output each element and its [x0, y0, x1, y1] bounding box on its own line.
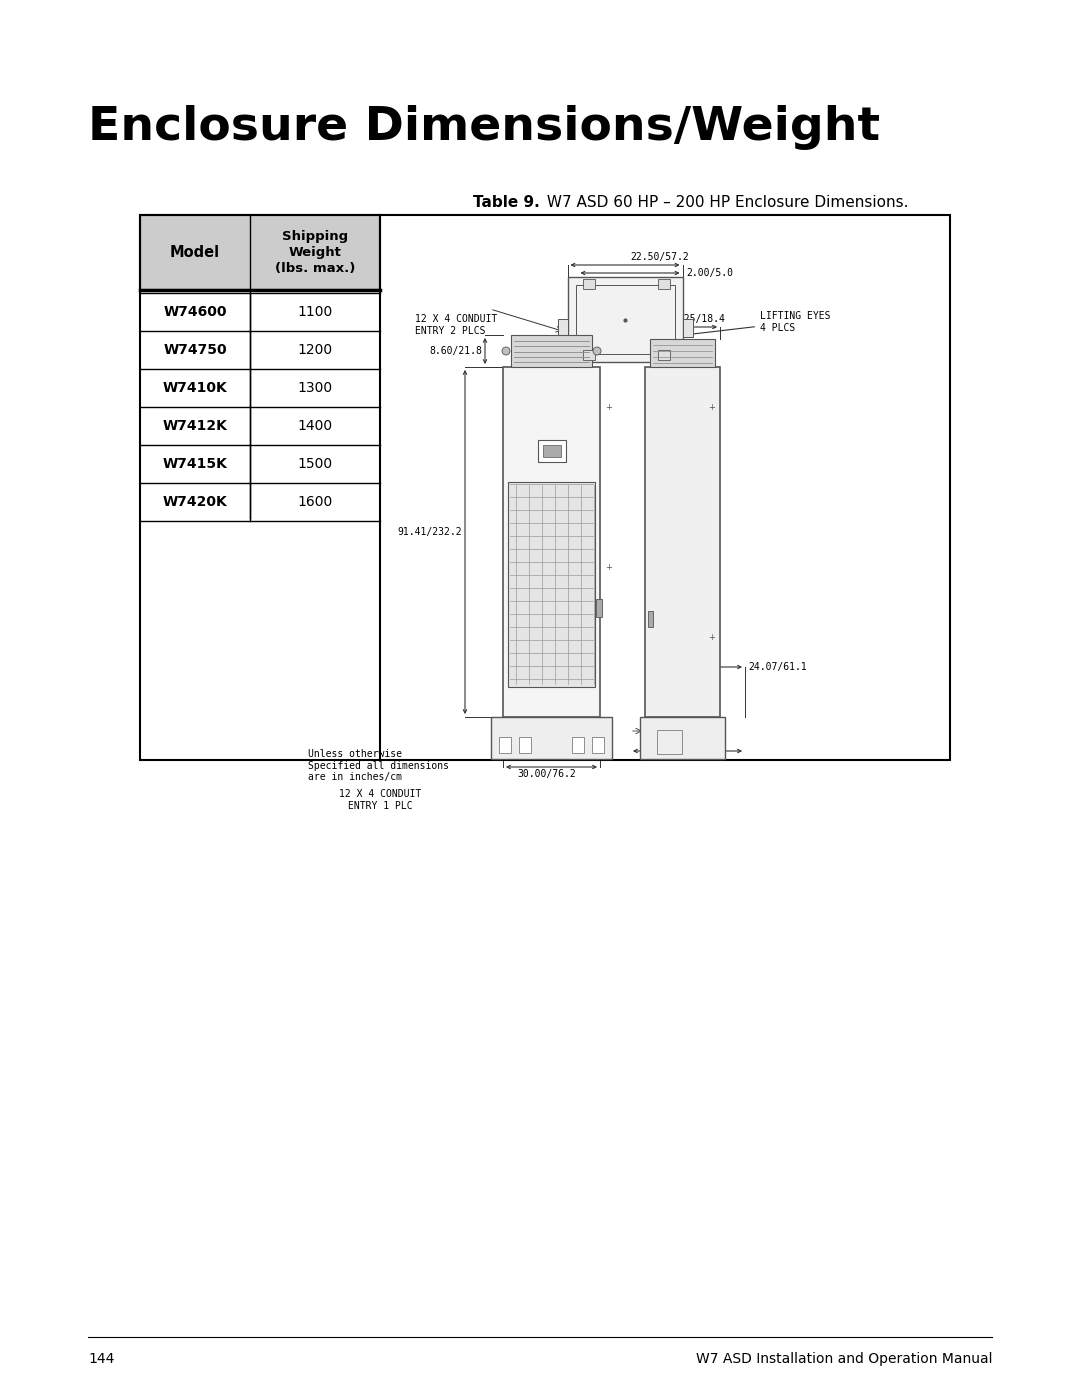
Bar: [596, 599, 602, 617]
Text: 144: 144: [87, 1352, 114, 1366]
Bar: [140, 215, 950, 760]
Text: 57.49/146: 57.49/146: [526, 446, 579, 455]
Text: 22.50/57.2: 22.50/57.2: [630, 251, 689, 263]
Bar: [519, 738, 531, 753]
Text: 2.75/7.0: 2.75/7.0: [640, 726, 687, 736]
Bar: [658, 279, 670, 289]
Text: W74600: W74600: [163, 305, 227, 319]
Text: W7420K: W7420K: [163, 495, 228, 509]
Bar: [592, 738, 604, 753]
Text: Unless otherwise
Specified all dimensions
are in inches/cm: Unless otherwise Specified all dimension…: [308, 749, 449, 782]
Text: Table 9.: Table 9.: [473, 196, 540, 210]
Text: Enclosure Dimensions/Weight: Enclosure Dimensions/Weight: [87, 105, 880, 149]
Bar: [640, 717, 725, 759]
Text: 8.60/21.8: 8.60/21.8: [429, 346, 482, 356]
Text: 91.41/232.2: 91.41/232.2: [397, 527, 462, 536]
Text: 1400: 1400: [297, 419, 333, 433]
Text: 12 X 4 CONDUIT
ENTRY 1 PLC: 12 X 4 CONDUIT ENTRY 1 PLC: [339, 789, 421, 810]
Text: LIFTING EYES
4 PLCS: LIFTING EYES 4 PLCS: [654, 312, 831, 339]
Text: W7410K: W7410K: [163, 381, 228, 395]
Bar: [508, 482, 595, 687]
Bar: [503, 367, 600, 717]
Text: 7.25/18.4: 7.25/18.4: [673, 314, 726, 324]
Bar: [582, 351, 594, 360]
Bar: [576, 285, 675, 353]
Text: 1600: 1600: [297, 495, 333, 509]
Bar: [657, 731, 681, 754]
Text: 2.00/5.0: 2.00/5.0: [687, 268, 733, 278]
Bar: [648, 610, 653, 627]
Bar: [511, 335, 592, 367]
Bar: [542, 446, 561, 457]
Bar: [491, 717, 612, 759]
Bar: [557, 319, 567, 337]
Text: Shipping
Weight
(lbs. max.): Shipping Weight (lbs. max.): [274, 231, 355, 275]
Bar: [645, 367, 720, 717]
Circle shape: [593, 346, 600, 355]
Text: +: +: [605, 402, 612, 412]
Text: 12 X 4 CONDUIT
ENTRY 2 PLCS: 12 X 4 CONDUIT ENTRY 2 PLCS: [415, 314, 497, 335]
Bar: [650, 339, 715, 367]
Text: +: +: [708, 633, 715, 641]
Text: W74750: W74750: [163, 344, 227, 358]
Text: 1100: 1100: [297, 305, 333, 319]
Text: Model: Model: [170, 244, 220, 260]
Bar: [582, 279, 594, 289]
Bar: [683, 319, 692, 337]
Bar: [658, 351, 670, 360]
Text: W7 ASD Installation and Operation Manual: W7 ASD Installation and Operation Manual: [696, 1352, 993, 1366]
Bar: [572, 738, 584, 753]
Text: W7 ASD 60 HP – 200 HP Enclosure Dimensions.: W7 ASD 60 HP – 200 HP Enclosure Dimensio…: [542, 196, 908, 210]
Text: W7412K: W7412K: [163, 419, 228, 433]
Text: W7415K: W7415K: [163, 457, 228, 471]
Text: +: +: [708, 402, 715, 412]
Text: +: +: [605, 563, 612, 571]
Circle shape: [502, 346, 510, 355]
Bar: [140, 215, 380, 291]
Bar: [567, 277, 683, 362]
Text: 30.00/76.2: 30.00/76.2: [517, 768, 576, 780]
Text: 8.07/20.5: 8.07/20.5: [640, 746, 693, 756]
Text: 1500: 1500: [297, 457, 333, 471]
Text: 24.07/61.1: 24.07/61.1: [748, 662, 807, 672]
Bar: [499, 738, 511, 753]
Text: 1200: 1200: [297, 344, 333, 358]
Bar: [538, 440, 566, 462]
Text: 1300: 1300: [297, 381, 333, 395]
